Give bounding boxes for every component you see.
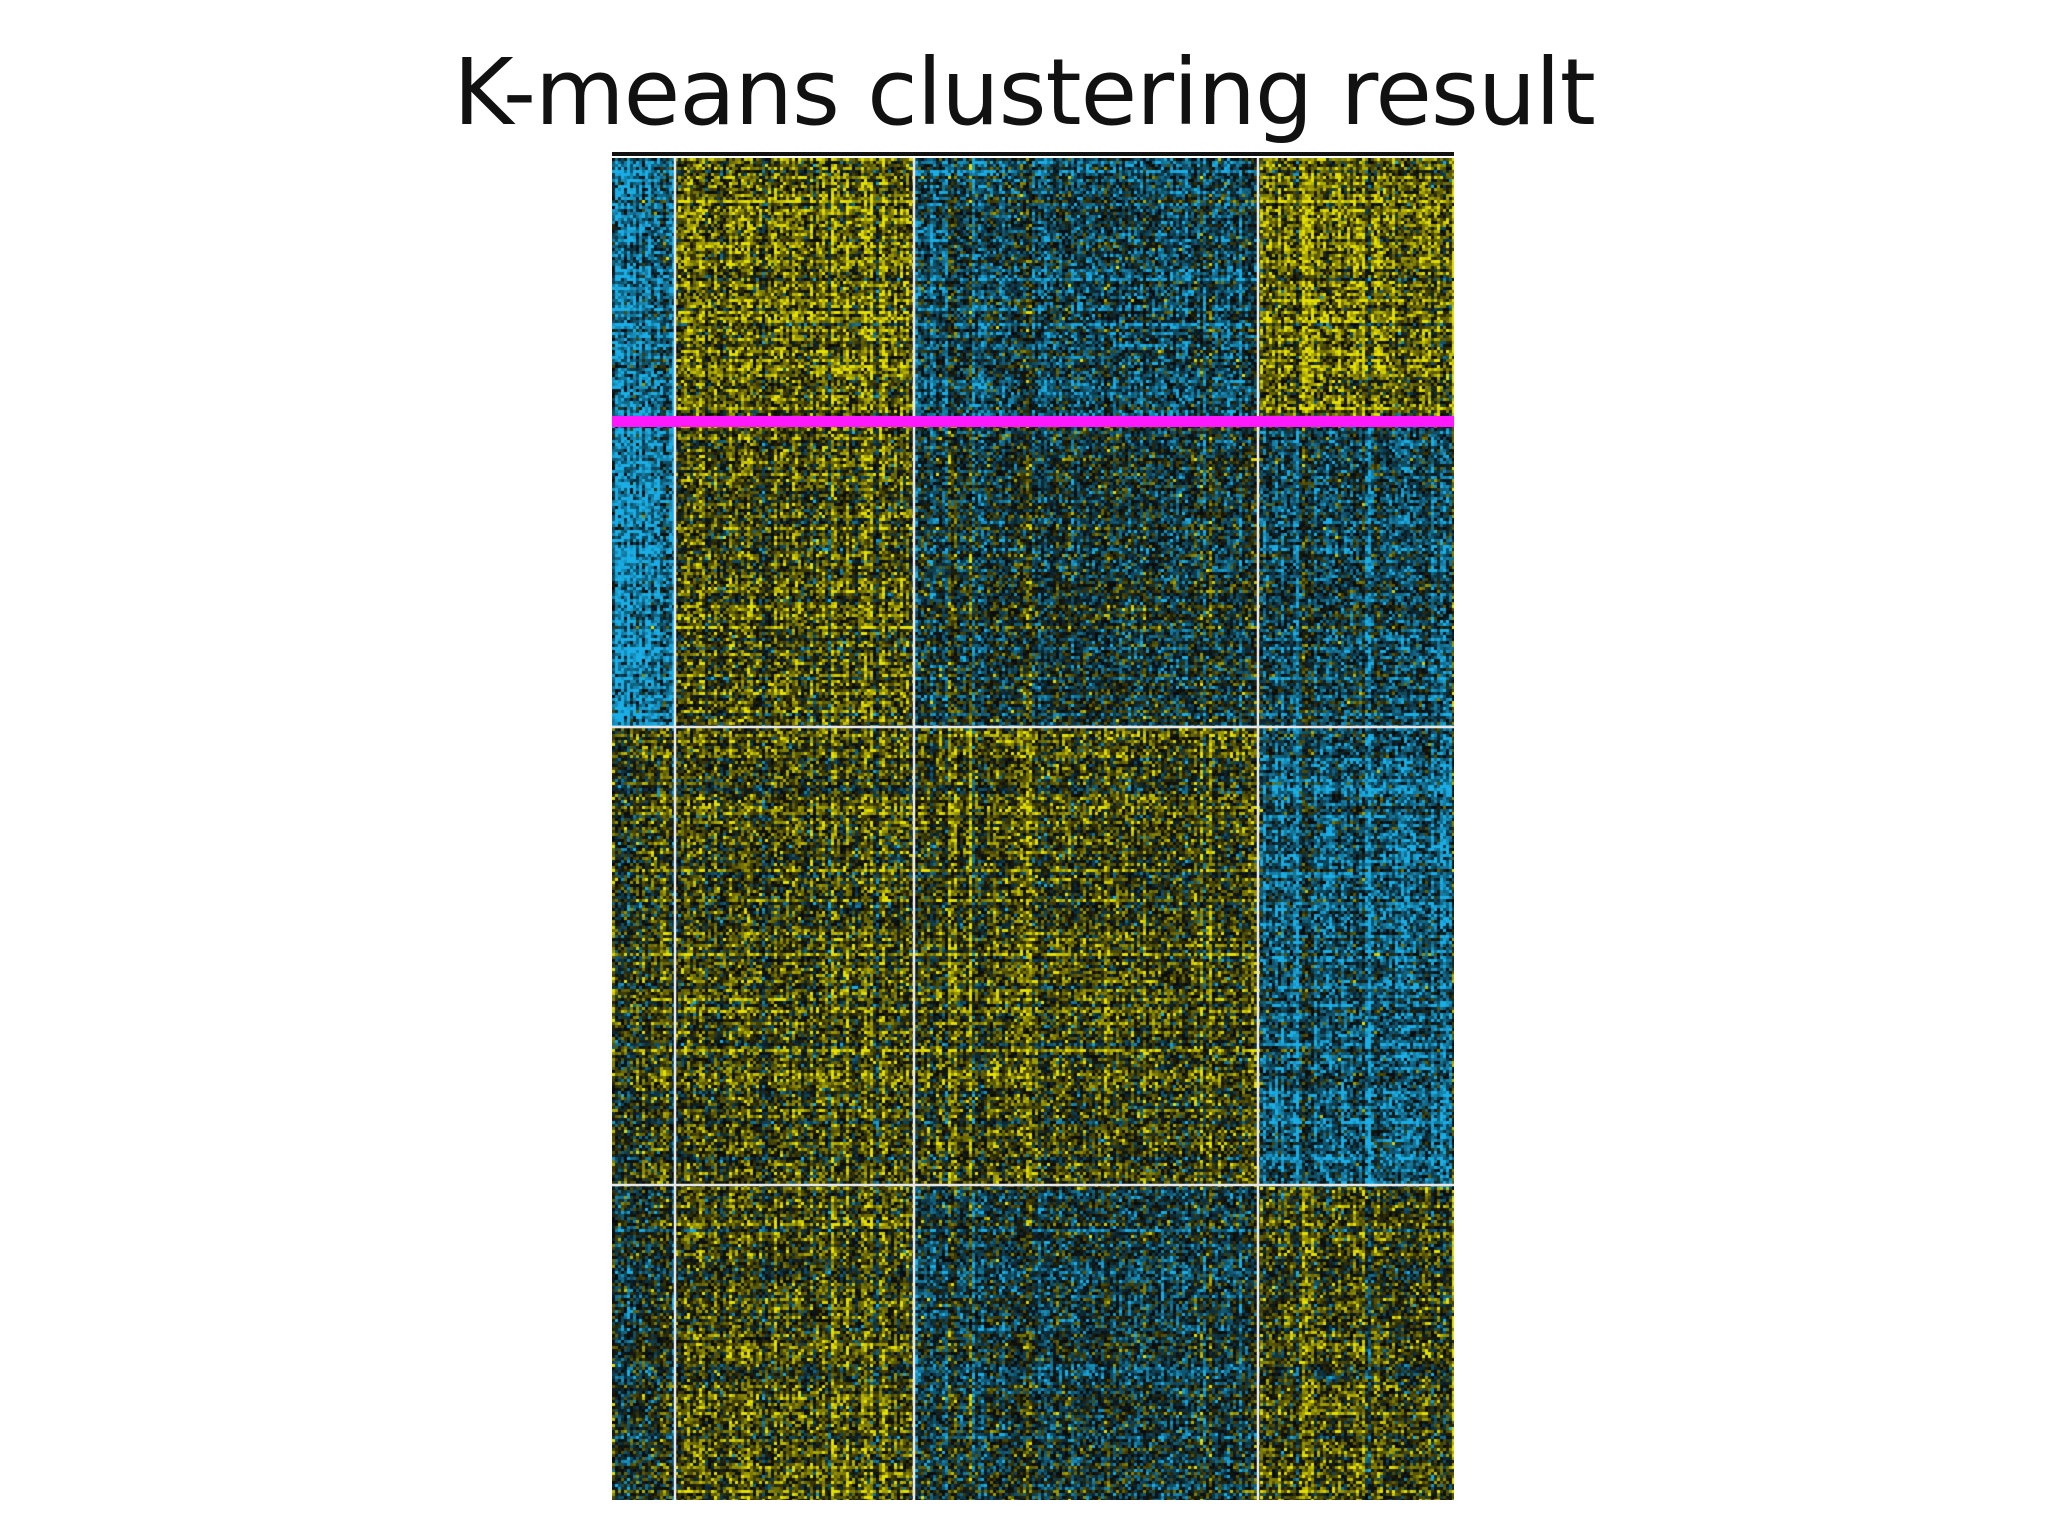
page-title: K-means clustering result: [453, 39, 1596, 146]
heatmap-cells: [612, 158, 1454, 1500]
heatmap: [612, 150, 1454, 1500]
